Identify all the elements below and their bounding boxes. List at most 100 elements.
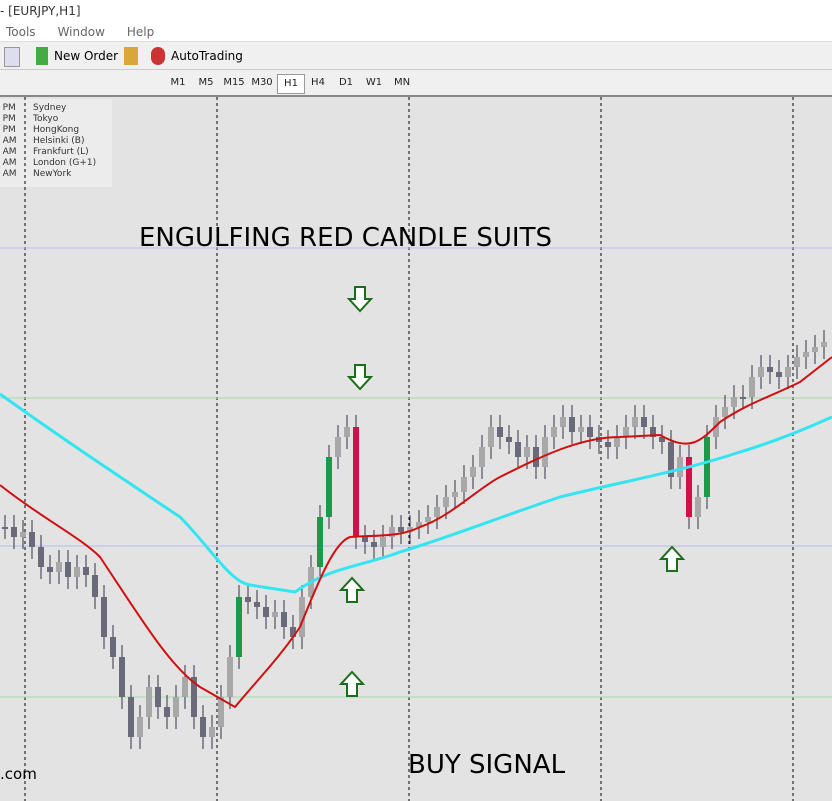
candle-body: [236, 597, 242, 657]
candle-body: [146, 687, 152, 717]
menu-item[interactable]: Tools: [6, 25, 36, 39]
candle-body: [632, 417, 638, 427]
candle-body: [614, 437, 620, 447]
tool-icon[interactable]: [4, 47, 20, 67]
session-time: 8 PM: [0, 103, 16, 113]
candle-body: [344, 427, 350, 437]
candle-body: [326, 457, 332, 517]
session-city: NewYork: [33, 169, 72, 179]
candle-body: [200, 717, 206, 737]
tool-icon[interactable]: [124, 47, 138, 65]
candle-body: [182, 677, 188, 697]
candle-body: [452, 492, 458, 497]
toolbar: New Order AutoTrading: [0, 42, 832, 70]
candles: [2, 330, 827, 749]
session-city: Sydney: [33, 103, 67, 113]
menu-item[interactable]: Window: [57, 25, 105, 39]
timeframe-button[interactable]: H4: [311, 77, 325, 88]
session-city: London (G+1): [33, 158, 96, 168]
chart: ENGULFING RED CANDLE SUITS BUY SIGNAL .c…: [0, 97, 832, 801]
session-time: 8 AM: [0, 147, 17, 157]
session-time: 8 AM: [0, 158, 17, 168]
autotrading-button[interactable]: AutoTrading: [171, 49, 243, 63]
timeframe-button[interactable]: M1: [170, 77, 186, 88]
candle-body: [119, 657, 125, 697]
signal-arrows: [338, 286, 686, 697]
candle-body: [731, 397, 737, 407]
candle-body: [335, 437, 341, 457]
candle-body: [101, 597, 107, 637]
candle-body: [704, 437, 710, 497]
candle-body: [677, 457, 683, 477]
candle-body: [623, 427, 629, 437]
candle-body: [524, 447, 530, 457]
candle-body: [29, 532, 35, 547]
candle-body: [740, 397, 746, 399]
candle-body: [290, 627, 296, 637]
candle-body: [20, 532, 26, 537]
candle-body: [56, 562, 62, 572]
candle-body: [695, 497, 701, 517]
timeframe-button[interactable]: W1: [365, 77, 383, 88]
candle-body: [398, 527, 404, 532]
candle-body: [479, 447, 485, 467]
candle-body: [173, 697, 179, 717]
candle-body: [218, 697, 224, 727]
new-order-button[interactable]: New Order: [54, 49, 119, 63]
candle-body: [137, 717, 143, 737]
timeframe-button[interactable]: D1: [338, 77, 354, 88]
candle-body: [254, 602, 260, 607]
candle-body: [74, 567, 80, 577]
timeframe-button[interactable]: M5: [198, 77, 214, 88]
candle-body: [155, 687, 161, 707]
candle-body: [668, 442, 674, 477]
candle-body: [164, 707, 170, 717]
candle-body: [785, 367, 791, 377]
candle-body: [722, 407, 728, 417]
timeframe-button[interactable]: MN: [393, 77, 411, 88]
timeframe-toolbar: M1 M5 M15 M30 H1 H4 D1 W1 MN: [0, 70, 832, 97]
window-title: - [EURJPY,H1]: [0, 4, 81, 18]
candle-body: [821, 342, 827, 347]
candle-body: [65, 562, 71, 577]
candle-body: [128, 697, 134, 737]
timeframe-button[interactable]: M30: [251, 77, 273, 88]
menu-item[interactable]: Help: [126, 25, 155, 39]
candle-body: [443, 497, 449, 507]
autotrading-icon[interactable]: [151, 47, 165, 65]
title-bar: - [EURJPY,H1]: [0, 0, 832, 22]
candle-body: [191, 677, 197, 717]
timeframe-button[interactable]: H1: [277, 74, 305, 94]
sessions-panel: [0, 99, 112, 187]
candle-body: [407, 527, 413, 532]
candle-body: [560, 417, 566, 427]
candle-body: [758, 367, 764, 377]
timeframe-button[interactable]: M15: [223, 77, 245, 88]
chart-background: [0, 97, 832, 801]
candle-body: [245, 597, 251, 602]
candle-body: [299, 597, 305, 637]
candle-body: [803, 352, 809, 357]
candle-body: [686, 457, 692, 517]
candle-body: [470, 467, 476, 477]
fast-moving-average: [0, 356, 832, 709]
annotation: ENGULFING RED CANDLE SUITS: [139, 223, 552, 253]
candle-body: [416, 522, 422, 527]
new-order-icon[interactable]: [36, 47, 48, 65]
candle-body: [533, 447, 539, 467]
candle-body: [587, 427, 593, 437]
candle-body: [749, 377, 755, 397]
candle-body: [38, 547, 44, 567]
watermark: .com: [0, 765, 37, 783]
candle-body: [515, 442, 521, 457]
candle-body: [92, 575, 98, 597]
candle-body: [461, 477, 467, 492]
candle-body: [425, 517, 431, 522]
candle-body: [641, 417, 647, 427]
candle-body: [362, 537, 368, 542]
candle-body: [2, 527, 8, 529]
candle-body: [227, 657, 233, 697]
candle-body: [47, 567, 53, 572]
